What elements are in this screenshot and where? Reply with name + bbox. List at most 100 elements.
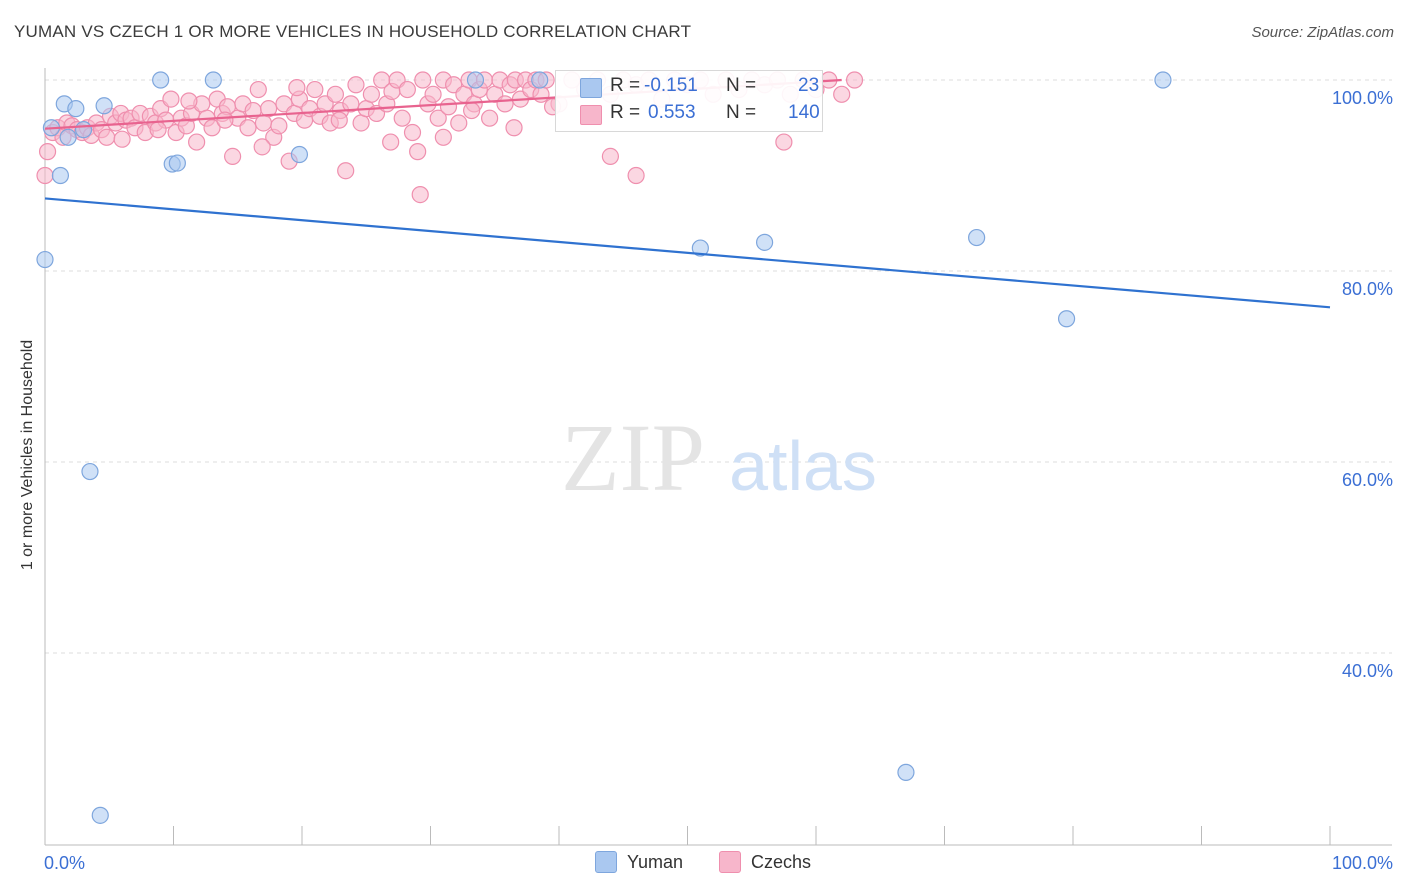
x-tick-label: 100.0% [1332,853,1393,873]
yuman-point [897,763,915,781]
czechs-point [306,80,324,99]
czechs-point [398,80,416,99]
source-credit: Source: ZipAtlas.com [1251,24,1394,41]
czechs-point [450,114,468,132]
y-tick-label: 40.0% [1342,661,1393,681]
czechs-point [224,147,242,165]
legend-item-yuman[interactable]: Yuman [594,851,683,873]
czechs-point [239,119,257,137]
czechs-point [113,130,131,148]
czechs-point [532,85,550,103]
yuman-point [755,233,774,251]
yuman-r-value: -0.151 [644,75,698,96]
czechs-point [203,119,221,137]
czechs-point [439,98,458,116]
czechs-point [505,119,523,137]
yuman-trend-line [44,197,1331,309]
czechs-point [833,85,851,103]
czechs-point [347,76,365,94]
czechs-point [270,117,288,135]
czechs-point [411,186,429,204]
czechs-point [403,123,422,142]
czechs-point [362,85,380,103]
czechs-point [162,90,180,108]
yuman-point [290,145,309,164]
czechs-point [424,85,442,103]
yuman-point [1154,71,1172,89]
czechs-point [775,133,793,151]
czechs-point [496,95,514,113]
yuman-legend-icon [594,851,617,873]
czechs-point [627,166,645,185]
czechs-point [409,143,427,161]
yuman-point [59,128,77,146]
czechs-point [434,128,452,146]
legend-label-yuman: Yuman [626,851,683,872]
tick-labels: 100.0% 80.0% 60.0% 40.0% 0.0% 100.0% [44,88,1393,873]
watermark-zip: ZIP [561,404,705,511]
yuman-point [691,239,709,257]
yuman-swatch-icon [580,78,602,98]
czechs-point [149,121,167,139]
czechs-point [382,133,400,151]
czechs-point [98,128,116,146]
czechs-point [330,111,348,129]
yuman-point [51,166,70,185]
czechs-point [601,147,620,165]
czechs-n-value: 140 [788,102,820,123]
y-tick-label: 60.0% [1342,470,1393,490]
yuman-point [36,250,54,269]
czechs-point [253,138,271,156]
czechs-point [216,111,234,129]
yuman-point [1057,310,1076,328]
czechs-point [36,166,54,185]
yuman-points [36,71,1172,824]
bottom-legend: Yuman Czechs [0,851,1406,873]
czechs-point [180,92,198,110]
czechs-legend-icon [719,851,741,873]
czechs-point [845,71,864,89]
yuman-point [67,100,85,118]
czechs-point [393,109,411,127]
yuman-point [95,97,113,115]
yuman-point [968,228,986,247]
czechs-point [249,80,267,99]
czechs-point [342,95,360,113]
x-tick-label: 0.0% [44,853,85,873]
legend-item-czechs[interactable]: Czechs [719,851,811,873]
r-label: R = [610,102,641,123]
y-tick-label: 80.0% [1342,279,1393,299]
watermark-atlas: atlas [729,427,877,505]
czechs-swatch-icon [580,105,602,125]
chart-title: YUMAN VS CZECH 1 OR MORE VEHICLES IN HOU… [14,22,692,41]
yuman-point [531,71,549,89]
watermark: ZIP atlas [561,404,877,511]
czechs-point [38,143,57,161]
yuman-point [204,71,222,89]
czechs-point [254,114,273,132]
legend-label-czechs: Czechs [751,851,812,872]
czechs-point [414,71,432,89]
czechs-point [259,100,278,118]
czechs-point [463,101,481,120]
yuman-point [466,71,485,89]
axes [44,68,1392,846]
n-label: N = [726,102,757,123]
yuman-point [168,154,186,172]
yuman-point [74,121,93,139]
czechs-point [326,85,345,103]
czechs-point [429,109,447,127]
czechs-point [188,133,206,151]
czechs-r-value: 0.553 [648,102,696,123]
r-label: R = [610,75,641,96]
yuman-point [91,806,109,824]
yuman-point [81,462,99,481]
y-tick-label: 100.0% [1332,88,1393,108]
yuman-n-value: 23 [798,75,820,96]
stats-legend: R = -0.151 N = 23 R = 0.553 N = 140 [555,70,823,132]
czechs-point [481,109,499,127]
n-label: N = [726,75,757,96]
grid [45,79,1392,654]
yuman-point [152,71,170,89]
